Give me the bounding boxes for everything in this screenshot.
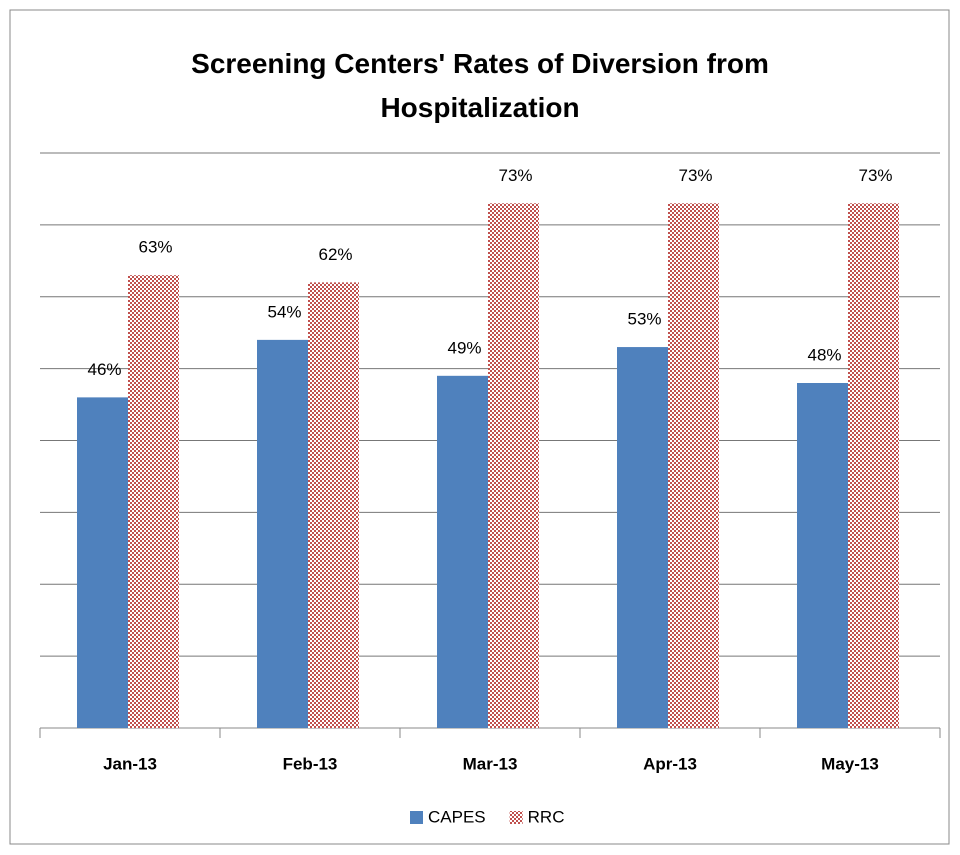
- data-label: 49%: [447, 338, 481, 357]
- data-label: 73%: [858, 166, 892, 185]
- bar: [128, 275, 179, 728]
- data-label: 48%: [807, 345, 841, 364]
- data-label: 62%: [318, 245, 352, 264]
- legend-swatch: [509, 811, 523, 824]
- x-tick-label: Apr-13: [643, 754, 697, 773]
- bar: [308, 282, 359, 728]
- data-label: 46%: [87, 360, 121, 379]
- data-label: 73%: [678, 166, 712, 185]
- bar: [257, 339, 308, 728]
- bar: [437, 375, 488, 728]
- bar: [488, 203, 539, 728]
- x-tick-label: May-13: [821, 754, 879, 773]
- x-tick-label: Feb-13: [283, 754, 338, 773]
- data-label: 54%: [267, 302, 301, 321]
- bar: [617, 347, 668, 728]
- chart-title: Screening Centers' Rates of Diversion fr…: [191, 48, 769, 123]
- legend-swatch: [410, 811, 423, 824]
- data-label: 63%: [138, 238, 172, 257]
- data-label: 53%: [627, 310, 661, 329]
- bar: [77, 397, 128, 728]
- bar: [668, 203, 719, 728]
- bar: [848, 203, 899, 728]
- data-label: 73%: [498, 166, 532, 185]
- bar: [797, 383, 848, 728]
- legend-label: CAPES: [428, 807, 486, 826]
- legend-label: RRC: [528, 807, 565, 826]
- x-tick-label: Jan-13: [103, 754, 157, 773]
- x-tick-label: Mar-13: [463, 754, 518, 773]
